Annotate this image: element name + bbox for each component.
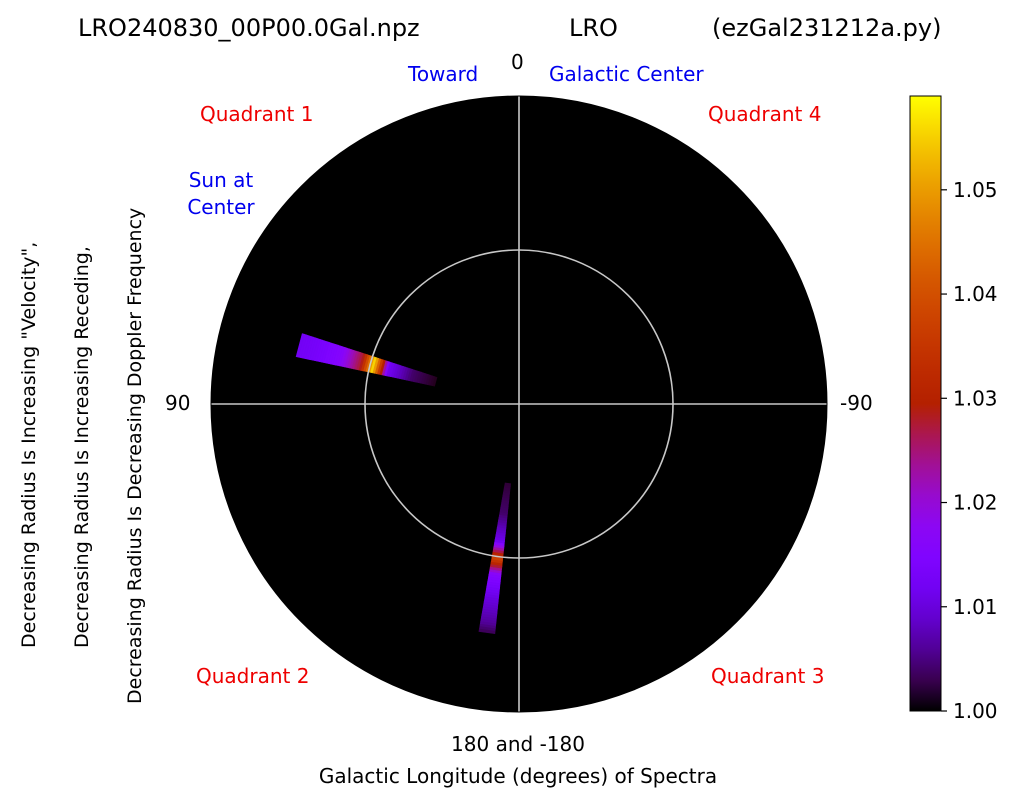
quadrant-2-label: Quadrant 2 — [196, 664, 310, 688]
plot-program-title: (ezGal231212a.py) — [712, 14, 942, 42]
plot-file-title: LRO240830_00P00.0Gal.npz — [78, 14, 420, 42]
quadrant-3-label: Quadrant 3 — [711, 664, 825, 688]
spectrum-spoke-75 — [295, 333, 438, 387]
colorbar: 1.00 1.01 1.02 1.03 1.04 1.05 — [909, 95, 998, 723]
center-label: Center — [187, 195, 255, 219]
spectrum-spoke-172 — [478, 482, 511, 635]
angle-label-bottom: 180 and -180 — [451, 732, 585, 756]
colorbar-tick-label: 1.04 — [953, 282, 998, 306]
quadrant-4-label: Quadrant 4 — [708, 102, 822, 126]
colorbar-bar — [909, 95, 942, 712]
colorbar-tick-label: 1.03 — [953, 386, 998, 410]
galactic-center-label: Galactic Center — [549, 62, 704, 86]
angle-label-right: -90 — [840, 391, 873, 415]
quadrant-1-label: Quadrant 1 — [200, 102, 314, 126]
spoke-cell — [478, 628, 496, 635]
colorbar-tick-label: 1.05 — [953, 178, 998, 202]
colorbar-tick-label: 1.02 — [953, 491, 998, 515]
toward-label: Toward — [408, 62, 479, 86]
colorbar-tick-label: 1.00 — [953, 699, 998, 723]
x-axis-label: Galactic Longitude (degrees) of Spectra — [318, 764, 718, 788]
spectra-spokes — [295, 333, 511, 635]
angle-label-left: 90 — [165, 391, 191, 415]
angle-label-top: 0 — [511, 50, 524, 74]
spoke-cell — [295, 333, 305, 358]
plot-site-title: LRO — [569, 14, 618, 42]
outer-ring — [210, 95, 828, 713]
colorbar-tick-label: 1.01 — [953, 595, 998, 619]
sun-at-label: Sun at — [188, 168, 254, 192]
